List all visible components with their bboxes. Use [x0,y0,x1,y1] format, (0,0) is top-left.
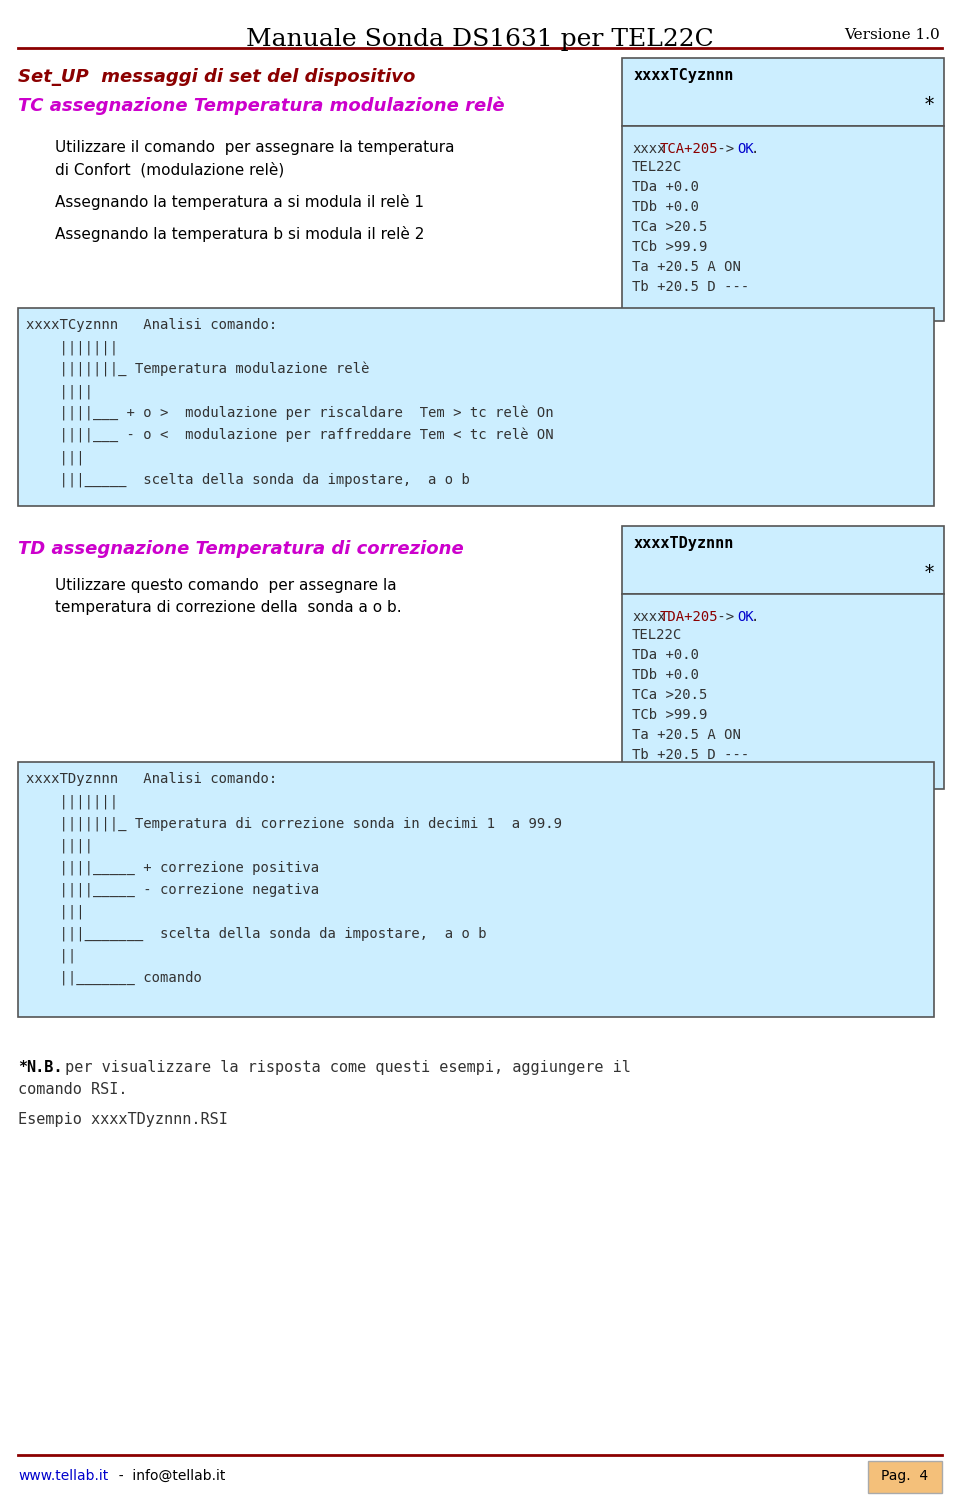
Text: TEL22C: TEL22C [632,159,683,174]
Text: Ta +20.5 A ON: Ta +20.5 A ON [632,260,741,274]
Text: -  info@tellab.it: - info@tellab.it [110,1468,226,1483]
Text: |||||||_ Temperatura modulazione relè: |||||||_ Temperatura modulazione relè [26,362,370,377]
Text: Tb +20.5 D ---: Tb +20.5 D --- [632,280,749,295]
Text: ||: || [26,948,76,962]
Text: N.B.: N.B. [26,1060,62,1075]
Text: ->: -> [709,610,742,624]
Text: Pag.  4: Pag. 4 [881,1468,928,1483]
Text: Utilizzare il comando  per assegnare la temperatura: Utilizzare il comando per assegnare la t… [55,140,454,155]
FancyBboxPatch shape [18,308,934,507]
Text: TD assegnazione Temperatura di correzione: TD assegnazione Temperatura di correzion… [18,540,464,558]
Text: *: * [924,96,934,114]
Text: *: * [924,564,934,582]
Text: TCb >99.9: TCb >99.9 [632,708,708,721]
Text: xxxxTDyznnn   Analisi comando:: xxxxTDyznnn Analisi comando: [26,773,277,786]
Text: xxxxTCyznnn   Analisi comando:: xxxxTCyznnn Analisi comando: [26,319,277,332]
Text: TDa +0.0: TDa +0.0 [632,180,699,194]
Text: temperatura di correzione della  sonda a o b.: temperatura di correzione della sonda a … [55,600,401,615]
Text: |||_____  scelta della sonda da impostare,  a o b: |||_____ scelta della sonda da impostare… [26,472,469,487]
Text: TCa >20.5: TCa >20.5 [632,688,708,702]
FancyBboxPatch shape [622,526,944,594]
Text: |||||||: ||||||| [26,794,118,809]
Text: Manuale Sonda DS1631 per TEL22C: Manuale Sonda DS1631 per TEL22C [246,29,714,51]
Text: TCb >99.9: TCb >99.9 [632,240,708,254]
Text: .: . [751,141,759,156]
Text: OK: OK [737,610,754,624]
Text: TDa +0.0: TDa +0.0 [632,648,699,661]
Text: TDb +0.0: TDb +0.0 [632,200,699,213]
Text: TDb +0.0: TDb +0.0 [632,667,699,682]
Text: di Confort  (modulazione relè): di Confort (modulazione relè) [55,162,284,177]
Text: Tb +20.5 D ---: Tb +20.5 D --- [632,748,749,762]
Text: .: . [751,610,759,624]
Text: ->: -> [709,141,742,156]
FancyBboxPatch shape [18,762,934,1018]
Text: ||||: |||| [26,383,93,398]
Text: Esempio xxxxTDyznnn.RSI: Esempio xxxxTDyznnn.RSI [18,1112,228,1127]
Text: OK: OK [737,141,754,156]
Text: ||||: |||| [26,839,93,852]
Text: |||: ||| [26,449,84,464]
Text: Assegnando la temperatura b si modula il relè 2: Assegnando la temperatura b si modula il… [55,225,424,242]
FancyBboxPatch shape [622,594,944,789]
Text: xxxx: xxxx [632,141,665,156]
Text: |||: ||| [26,903,84,918]
Text: per visualizzare la risposta come questi esempi, aggiungere il: per visualizzare la risposta come questi… [56,1060,631,1075]
Text: Set_UP  messaggi di set del dispositivo: Set_UP messaggi di set del dispositivo [18,68,416,86]
Text: ||||___ - o <  modulazione per raffreddare Tem < tc relè ON: ||||___ - o < modulazione per raffreddar… [26,428,554,443]
Text: ||||___ + o >  modulazione per riscaldare  Tem > tc relè On: ||||___ + o > modulazione per riscaldare… [26,406,554,421]
Text: |||||||: ||||||| [26,340,118,355]
Text: |||_______  scelta della sonda da impostare,  a o b: |||_______ scelta della sonda da imposta… [26,926,487,941]
Text: Assegnando la temperatura a si modula il relè 1: Assegnando la temperatura a si modula il… [55,194,424,210]
Text: Ta +20.5 A ON: Ta +20.5 A ON [632,727,741,742]
Text: |||||||_ Temperatura di correzione sonda in decimi 1  a 99.9: |||||||_ Temperatura di correzione sonda… [26,816,562,831]
Text: *: * [18,1060,27,1075]
Text: TDA+205: TDA+205 [660,610,719,624]
Text: TCA+205: TCA+205 [660,141,719,156]
Text: comando RSI.: comando RSI. [18,1082,128,1097]
Text: xxxxTCyznnn: xxxxTCyznnn [634,68,734,83]
Text: TEL22C: TEL22C [632,628,683,642]
Text: Versione 1.0: Versione 1.0 [844,29,940,42]
Text: ||_______ comando: ||_______ comando [26,969,202,984]
FancyBboxPatch shape [622,59,944,126]
Text: ||||_____ + correzione positiva: ||||_____ + correzione positiva [26,860,319,875]
Text: xxxxTDyznnn: xxxxTDyznnn [634,537,734,552]
Text: Utilizzare questo comando  per assegnare la: Utilizzare questo comando per assegnare … [55,579,396,594]
Text: TC assegnazione Temperatura modulazione relè: TC assegnazione Temperatura modulazione … [18,96,505,114]
Text: TCa >20.5: TCa >20.5 [632,219,708,234]
FancyBboxPatch shape [622,126,944,322]
FancyBboxPatch shape [868,1461,942,1492]
Text: ||||_____ - correzione negativa: ||||_____ - correzione negativa [26,882,319,896]
Text: xxxx: xxxx [632,610,665,624]
Text: www.tellab.it: www.tellab.it [18,1468,108,1483]
